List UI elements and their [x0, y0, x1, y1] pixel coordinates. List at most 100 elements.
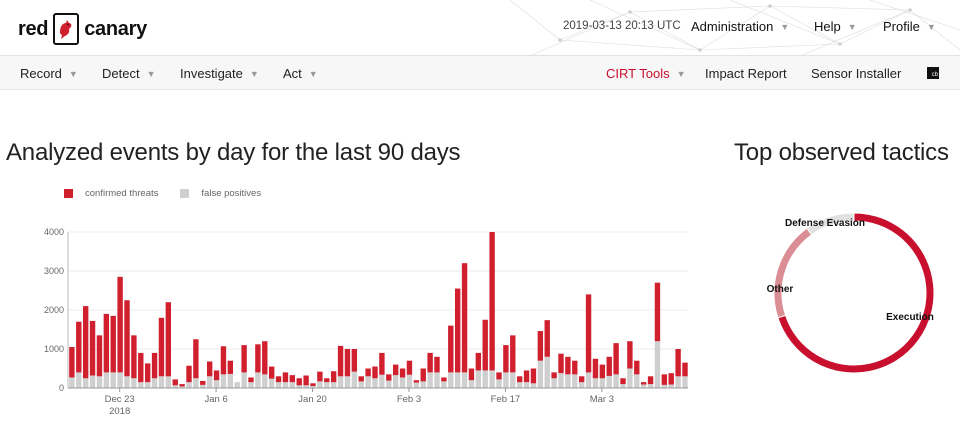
bar-false-positives[interactable] [337, 376, 344, 388]
bar-false-positives[interactable] [461, 372, 468, 388]
bar-false-positives[interactable] [289, 382, 296, 388]
bar-confirmed-threats[interactable] [503, 345, 509, 373]
bar-false-positives[interactable] [158, 376, 165, 388]
bar-confirmed-threats[interactable] [565, 356, 571, 375]
nav-impact-report[interactable]: Impact Report [705, 66, 787, 81]
bar-confirmed-threats[interactable] [496, 372, 502, 380]
bar-false-positives[interactable] [76, 372, 82, 388]
bar-confirmed-threats[interactable] [572, 360, 578, 375]
bar-confirmed-threats[interactable] [344, 349, 351, 377]
bar-confirmed-threats[interactable] [255, 344, 261, 373]
bar-confirmed-threats[interactable] [296, 378, 302, 386]
bar-false-positives[interactable] [151, 378, 158, 388]
bar-confirmed-threats[interactable] [668, 373, 674, 385]
bar-false-positives[interactable] [585, 372, 592, 388]
bar-false-positives[interactable] [537, 360, 544, 388]
bar-confirmed-threats[interactable] [537, 331, 544, 361]
bar-false-positives[interactable] [110, 372, 116, 388]
bar-confirmed-threats[interactable] [69, 347, 75, 378]
bar-false-positives[interactable] [324, 382, 330, 388]
bar-false-positives[interactable] [620, 384, 626, 388]
bar-false-positives[interactable] [200, 384, 206, 388]
donut-slice-other[interactable] [773, 227, 813, 319]
bar-false-positives[interactable] [448, 372, 454, 388]
bar-false-positives[interactable] [124, 376, 130, 388]
bar-confirmed-threats[interactable] [289, 375, 296, 383]
bar-false-positives[interactable] [510, 372, 516, 388]
bar-false-positives[interactable] [330, 382, 337, 388]
bar-false-positives[interactable] [96, 376, 103, 388]
bar-false-positives[interactable] [234, 382, 240, 388]
bar-false-positives[interactable] [427, 372, 433, 388]
bar-confirmed-threats[interactable] [516, 376, 523, 383]
donut-slice-defense-evasion[interactable] [806, 212, 855, 236]
bar-confirmed-threats[interactable] [365, 368, 371, 377]
bar-false-positives[interactable] [117, 372, 123, 388]
bar-confirmed-threats[interactable] [661, 374, 668, 385]
bar-confirmed-threats[interactable] [399, 368, 406, 378]
bar-confirmed-threats[interactable] [324, 378, 330, 383]
bar-confirmed-threats[interactable] [578, 376, 585, 383]
bar-confirmed-threats[interactable] [241, 345, 247, 373]
bar-confirmed-threats[interactable] [558, 353, 564, 374]
bar-false-positives[interactable] [358, 381, 364, 388]
bar-confirmed-threats[interactable] [634, 360, 640, 375]
bar-false-positives[interactable] [310, 386, 316, 388]
bar-false-positives[interactable] [661, 384, 668, 388]
bar-confirmed-threats[interactable] [131, 335, 137, 379]
bar-false-positives[interactable] [275, 382, 282, 388]
bar-false-positives[interactable] [627, 368, 633, 389]
bar-false-positives[interactable] [682, 376, 688, 388]
bar-confirmed-threats[interactable] [103, 313, 110, 373]
bar-false-positives[interactable] [613, 374, 619, 388]
bar-false-positives[interactable] [489, 370, 495, 388]
bar-false-positives[interactable] [227, 373, 234, 388]
bar-false-positives[interactable] [516, 382, 523, 388]
bar-confirmed-threats[interactable] [206, 361, 213, 377]
bar-confirmed-threats[interactable] [475, 352, 482, 371]
bar-false-positives[interactable] [206, 376, 213, 388]
bar-confirmed-threats[interactable] [640, 382, 647, 385]
bar-false-positives[interactable] [386, 380, 392, 388]
bar-confirmed-threats[interactable] [392, 364, 399, 376]
bar-confirmed-threats[interactable] [200, 380, 206, 385]
bar-false-positives[interactable] [69, 377, 75, 388]
bar-false-positives[interactable] [248, 382, 254, 388]
bar-confirmed-threats[interactable] [76, 321, 82, 373]
help-menu[interactable]: Help ▼ [814, 19, 857, 34]
bar-confirmed-threats[interactable] [144, 363, 151, 383]
bar-confirmed-threats[interactable] [138, 352, 144, 383]
nav-investigate[interactable]: Investigate ▼ [180, 66, 259, 81]
bar-confirmed-threats[interactable] [551, 372, 557, 379]
bar-false-positives[interactable] [565, 374, 571, 388]
bar-false-positives[interactable] [420, 381, 426, 388]
bar-confirmed-threats[interactable] [544, 320, 550, 357]
bar-confirmed-threats[interactable] [489, 232, 495, 371]
bar-false-positives[interactable] [482, 370, 488, 388]
bar-confirmed-threats[interactable] [330, 371, 337, 383]
bar-confirmed-threats[interactable] [523, 370, 530, 383]
bar-false-positives[interactable] [262, 374, 268, 388]
bar-false-positives[interactable] [475, 370, 482, 388]
bar-false-positives[interactable] [599, 378, 606, 388]
bar-confirmed-threats[interactable] [530, 368, 537, 384]
bar-confirmed-threats[interactable] [682, 362, 688, 377]
bar-false-positives[interactable] [103, 372, 110, 388]
bar-confirmed-threats[interactable] [585, 294, 592, 373]
bar-false-positives[interactable] [82, 378, 89, 388]
bar-confirmed-threats[interactable] [468, 368, 475, 381]
bar-confirmed-threats[interactable] [592, 358, 599, 379]
bar-false-positives[interactable] [186, 382, 192, 388]
bar-false-positives[interactable] [179, 386, 185, 388]
bar-confirmed-threats[interactable] [675, 349, 681, 377]
bar-false-positives[interactable] [441, 381, 447, 388]
bar-false-positives[interactable] [89, 375, 96, 388]
bar-confirmed-threats[interactable] [606, 356, 612, 376]
bar-false-positives[interactable] [351, 371, 358, 388]
bar-confirmed-threats[interactable] [310, 383, 316, 387]
bar-confirmed-threats[interactable] [165, 302, 172, 377]
bar-confirmed-threats[interactable] [82, 306, 89, 379]
bar-false-positives[interactable] [413, 382, 420, 388]
bar-false-positives[interactable] [530, 383, 537, 388]
bar-confirmed-threats[interactable] [351, 349, 358, 372]
